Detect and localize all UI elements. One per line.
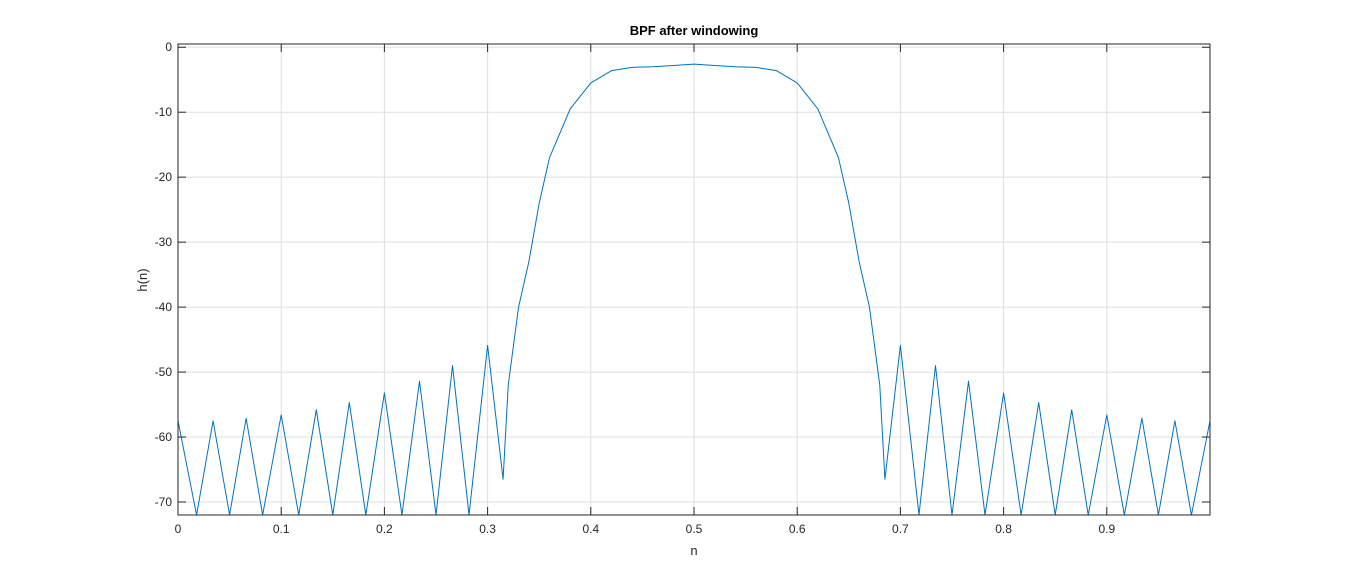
x-tick-label: 0.2 bbox=[376, 522, 393, 536]
y-tick-label: -60 bbox=[155, 430, 173, 444]
y-tick-label: -10 bbox=[155, 105, 173, 119]
chart-title: BPF after windowing bbox=[630, 23, 759, 38]
y-tick-labels: 0 -10 -20 -30 -40 -50 -60 -70 bbox=[155, 40, 173, 509]
ticks bbox=[177, 44, 1210, 515]
y-tick-label: -40 bbox=[155, 300, 173, 314]
x-axis-label: n bbox=[690, 543, 697, 558]
x-tick-label: 0.3 bbox=[479, 522, 496, 536]
x-tick-label: 0 bbox=[175, 522, 182, 536]
plot-area: 0 0.1 0.2 0.3 0.4 0.5 0.6 0.7 0.8 0.9 0 -10 -20 -30 -… bbox=[155, 40, 1211, 536]
data-line-layer bbox=[177, 63, 1211, 516]
x-tick-label: 0.5 bbox=[686, 522, 703, 536]
x-tick-label: 0.1 bbox=[273, 522, 290, 536]
y-tick-label: -30 bbox=[155, 235, 173, 249]
y-tick-label: -20 bbox=[155, 170, 173, 184]
x-tick-label: 0.9 bbox=[1098, 522, 1115, 536]
x-tick-label: 0.6 bbox=[789, 522, 806, 536]
x-tick-label: 0.7 bbox=[892, 522, 909, 536]
x-tick-labels: 0 0.1 0.2 0.3 0.4 0.5 0.6 0.7 0.8 0.9 bbox=[175, 522, 1116, 536]
x-tick-label: 0.4 bbox=[582, 522, 599, 536]
y-tick-label: -70 bbox=[155, 495, 173, 509]
y-axis-label: h(n) bbox=[135, 268, 150, 291]
y-tick-label: 0 bbox=[165, 40, 172, 54]
series-line bbox=[177, 63, 1211, 516]
y-tick-label: -50 bbox=[155, 365, 173, 379]
x-tick-label: 0.8 bbox=[995, 522, 1012, 536]
